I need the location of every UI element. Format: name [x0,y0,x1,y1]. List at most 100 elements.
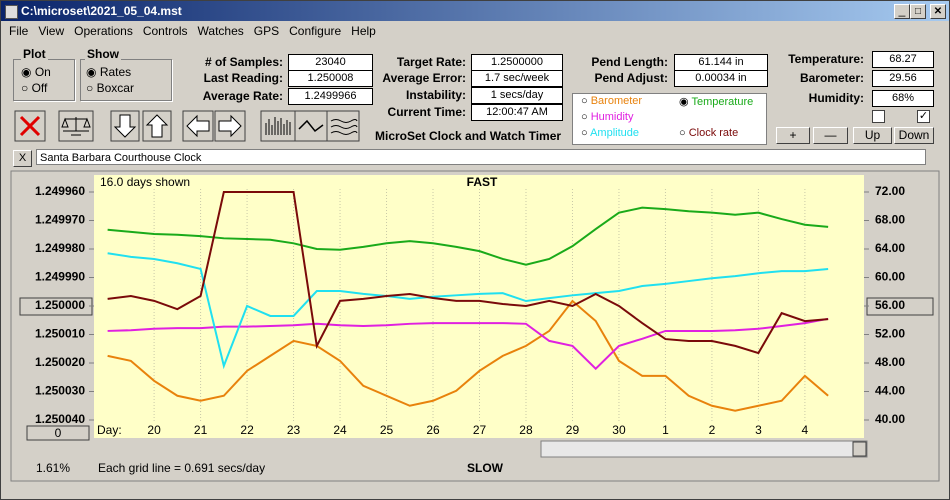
channel-box [572,93,767,145]
radio[interactable]: ◉ Rates [86,65,132,79]
button[interactable]: — [813,127,848,144]
toolbar-button[interactable] [58,110,94,142]
field-value: 12:00:47 AM [471,104,563,121]
button[interactable]: Up [853,127,892,144]
x-tick-label: 26 [426,423,440,437]
button[interactable]: + [776,127,810,144]
x-tick-label: 20 [147,423,161,437]
legend-radio[interactable]: ○ Barometer [581,95,643,107]
field-label: Target Rate: [396,55,466,69]
plot-group-title: Plot [21,47,48,61]
rate-box [19,297,93,316]
x-tick-label: 23 [287,423,301,437]
x-tick-label: 4 [802,423,809,437]
field-value: 1.250008 [288,70,373,87]
watch-name[interactable]: Santa Barbara Courthouse Clock [36,149,926,165]
radio-label: Rates [99,65,132,79]
menu-item[interactable]: GPS [253,24,280,38]
radio[interactable]: ○ Boxcar [86,81,134,95]
field-label: Current Time: [387,105,466,119]
menu-item[interactable]: File [9,24,29,38]
y-tick-label: 1.250030 [35,384,85,398]
toolbar-button[interactable] [260,110,296,142]
field-label: Average Rate: [202,89,283,103]
series-line [107,206,829,266]
y2-tick-label: 56.00 [875,298,905,312]
toolbar-button[interactable] [182,110,214,142]
menu-item[interactable]: Help [351,24,376,38]
field-label: Temperature: [788,52,864,66]
fast-label: FAST [467,175,498,189]
legend-radio[interactable]: ◉ Temperature [679,96,754,108]
radio[interactable]: ○ Off [21,81,48,95]
field-value: 1 secs/day [471,87,563,104]
x-tick-label: 27 [473,423,487,437]
radio-label: Boxcar [96,81,134,95]
show-group [80,59,172,101]
menu-item[interactable]: Watches [197,24,244,38]
x-tick-label: 24 [333,423,347,437]
field-label: # of Samples: [204,55,283,69]
x-tick-label: 30 [612,423,626,437]
menu-item[interactable]: Operations [74,24,133,38]
x-label: Day: [97,423,122,437]
scroll-arrow [852,441,867,457]
checkbox[interactable] [872,110,885,123]
close-watch-button[interactable]: X [13,150,32,167]
window-title: C:\microset\2021_05_04.mst [21,4,182,18]
y2-tick-label: 44.00 [875,384,905,398]
y-tick-label: 1.250000 [35,298,85,312]
field-value: 1.2499966 [288,88,373,105]
y-tick-label: 1.250040 [35,412,85,426]
y2-tick-label: 64.00 [875,241,905,255]
x-tick-label: 25 [380,423,394,437]
value-box [866,297,934,316]
x-tick-label: 29 [566,423,580,437]
grid-note: Each grid line = 0.691 secs/day [98,461,265,475]
field-value: 1.7 sec/week [471,70,563,87]
legend-radio[interactable]: ○ Amplitude [581,127,640,139]
y2-tick-label: 40.00 [875,412,905,426]
scroll-value: 0 [55,426,62,440]
menu-item[interactable]: Configure [289,24,342,38]
y2-tick-label: 72.00 [875,184,905,198]
x-tick-label: 22 [240,423,254,437]
toolbar-button[interactable] [110,110,140,142]
show-group-title: Show [85,47,121,61]
close-button[interactable]: ✕ [930,4,946,19]
toolbar-button[interactable] [214,110,246,142]
checkbox[interactable]: ✓ [917,110,930,123]
menu-item[interactable]: View [38,24,65,38]
legend-label: Clock rate [688,127,739,139]
y-tick-label: 1.249980 [35,241,85,255]
y-tick-label: 1.249960 [35,184,85,198]
series-line [107,317,829,371]
radio-label: Off [31,81,48,95]
field-value: 61.144 in [674,54,768,71]
menu-item[interactable]: Controls [142,24,188,38]
y-tick-label: 1.249990 [35,270,85,284]
field-value: 0.00034 in [674,70,768,87]
y-tick-label: 1.250010 [35,327,85,341]
field-label: Humidity: [808,91,864,105]
toolbar-button[interactable] [14,110,46,142]
x-tick-label: 21 [194,423,208,437]
toolbar-button[interactable] [294,110,328,142]
days-shown: 16.0 days shown [100,175,190,189]
field-label: Pend Adjust: [594,71,668,85]
y-tick-label: 1.250020 [35,355,85,369]
legend-radio[interactable]: ○ Clock rate [679,127,739,139]
legend-radio[interactable]: ○ Humidity [581,111,634,123]
x-tick-label: 3 [755,423,762,437]
field-label: Last Reading: [203,71,283,85]
button[interactable]: Down [894,127,934,144]
app-icon [5,5,18,19]
toolbar-button[interactable] [326,110,360,142]
minimize-button[interactable]: _ [894,4,910,19]
maximize-button[interactable]: □ [910,4,926,19]
radio[interactable]: ◉ On [21,65,51,79]
plot-area [94,175,864,438]
series-line [107,191,829,355]
toolbar-button[interactable] [142,110,172,142]
